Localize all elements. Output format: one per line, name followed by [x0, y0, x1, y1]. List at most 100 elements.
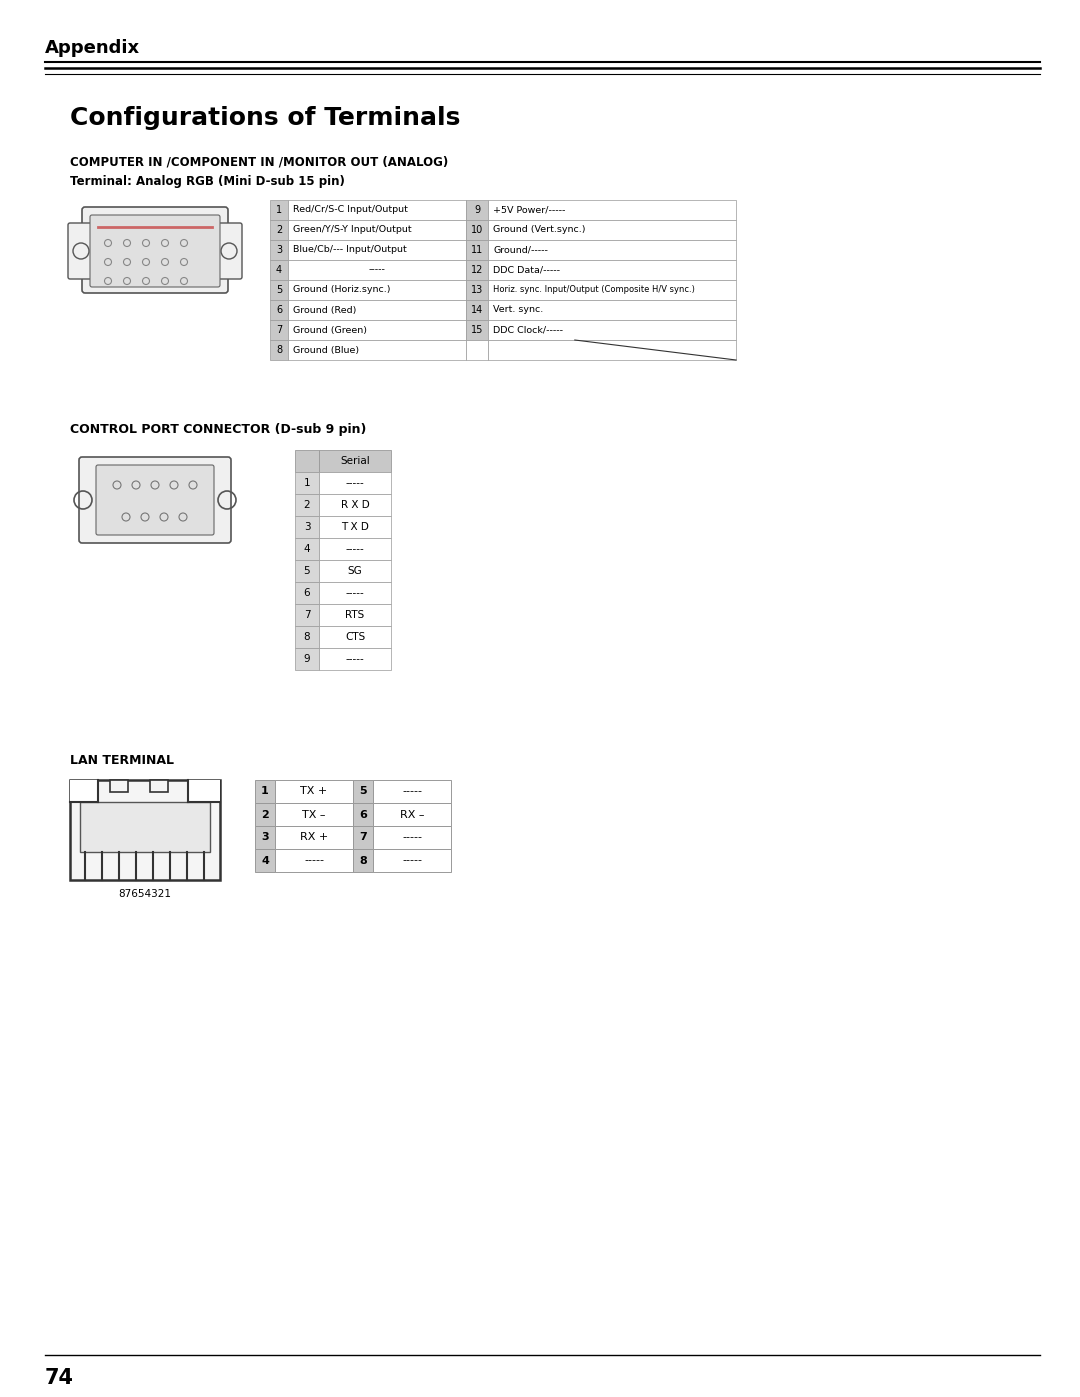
Bar [295, 495, 319, 515]
Text: 11: 11 [471, 244, 483, 256]
Bar [465, 240, 488, 260]
Text: 13: 13 [471, 285, 483, 295]
Text: 8: 8 [303, 631, 310, 643]
Text: 3: 3 [303, 522, 310, 532]
Bar [319, 583, 391, 604]
Text: COMPUTER IN /COMPONENT IN /MONITOR OUT (ANALOG): COMPUTER IN /COMPONENT IN /MONITOR OUT (… [70, 155, 448, 169]
Bar [319, 450, 391, 472]
Bar [488, 300, 735, 320]
Text: 1: 1 [261, 787, 269, 796]
Text: 10: 10 [471, 225, 483, 235]
Text: Horiz. sync. Input/Output (Composite H/V sync.): Horiz. sync. Input/Output (Composite H/V… [492, 285, 694, 295]
Bar [465, 260, 488, 279]
Bar [353, 849, 373, 872]
Bar [275, 826, 353, 849]
Text: DDC Clock/-----: DDC Clock/----- [492, 326, 563, 334]
FancyBboxPatch shape [90, 215, 220, 286]
Bar [319, 626, 391, 648]
Bar [465, 320, 488, 339]
Bar [270, 260, 288, 279]
Text: Ground/-----: Ground/----- [492, 246, 548, 254]
Bar [255, 826, 275, 849]
Bar [270, 219, 288, 240]
Text: -----: ----- [402, 833, 422, 842]
Bar [295, 472, 319, 495]
Text: RX +: RX + [300, 833, 328, 842]
Bar [188, 780, 220, 802]
Bar [270, 200, 288, 219]
Bar [295, 450, 319, 472]
Text: SG: SG [348, 566, 363, 576]
Text: 12: 12 [471, 265, 483, 275]
Text: 6: 6 [303, 588, 310, 598]
Bar [288, 260, 465, 279]
Text: 6: 6 [359, 809, 367, 820]
Text: -----: ----- [402, 787, 422, 796]
Bar [288, 339, 465, 360]
Bar [70, 780, 220, 880]
Bar [488, 279, 735, 300]
Text: +5V Power/-----: +5V Power/----- [492, 205, 565, 215]
Text: 8: 8 [275, 345, 282, 355]
Text: Blue/Cb/--- Input/Output: Blue/Cb/--- Input/Output [293, 246, 407, 254]
Text: CTS: CTS [345, 631, 365, 643]
Bar [255, 803, 275, 826]
Text: Serial: Serial [340, 455, 369, 467]
Bar [465, 200, 488, 219]
Bar [488, 219, 735, 240]
Text: -----: ----- [402, 855, 422, 866]
Text: 5: 5 [360, 787, 367, 796]
Text: 2: 2 [261, 809, 269, 820]
Bar [353, 780, 373, 803]
Bar [295, 515, 319, 538]
Bar [319, 538, 391, 560]
Bar [373, 780, 451, 803]
Bar [295, 538, 319, 560]
Bar [488, 339, 735, 360]
Text: Configurations of Terminals: Configurations of Terminals [70, 106, 460, 130]
Bar [288, 219, 465, 240]
Text: 5: 5 [303, 566, 310, 576]
Text: 3: 3 [275, 244, 282, 256]
Text: Ground (Blue): Ground (Blue) [293, 345, 360, 355]
FancyBboxPatch shape [79, 457, 231, 543]
Text: 4: 4 [303, 543, 310, 555]
Text: -----: ----- [346, 543, 364, 555]
Text: Red/Cr/S-C Input/Output: Red/Cr/S-C Input/Output [293, 205, 408, 215]
Bar [270, 339, 288, 360]
Text: Appendix: Appendix [45, 39, 140, 57]
Text: CONTROL PORT CONNECTOR (D-sub 9 pin): CONTROL PORT CONNECTOR (D-sub 9 pin) [70, 423, 366, 436]
Text: 4: 4 [261, 855, 269, 866]
Text: Vert. sync.: Vert. sync. [492, 306, 543, 314]
Bar [319, 604, 391, 626]
Text: R X D: R X D [340, 500, 369, 510]
Text: 8: 8 [360, 855, 367, 866]
Bar [353, 826, 373, 849]
Text: 7: 7 [303, 610, 310, 620]
Bar [488, 320, 735, 339]
Bar [80, 802, 210, 852]
Text: Green/Y/S-Y Input/Output: Green/Y/S-Y Input/Output [293, 225, 411, 235]
Text: -----: ----- [346, 478, 364, 488]
Bar [288, 279, 465, 300]
Bar [288, 300, 465, 320]
Bar [295, 560, 319, 583]
Bar [465, 219, 488, 240]
Bar [295, 626, 319, 648]
Text: 9: 9 [303, 654, 310, 664]
Text: 1: 1 [303, 478, 310, 488]
Bar [353, 803, 373, 826]
Bar [465, 279, 488, 300]
Bar [295, 604, 319, 626]
Text: -----: ----- [303, 855, 324, 866]
Bar [488, 200, 735, 219]
Bar [319, 472, 391, 495]
Text: 4: 4 [275, 265, 282, 275]
Bar [255, 849, 275, 872]
Bar [150, 780, 168, 792]
Text: 14: 14 [471, 305, 483, 314]
Bar [288, 240, 465, 260]
Text: 1: 1 [275, 205, 282, 215]
Text: 2: 2 [303, 500, 310, 510]
Text: LAN TERMINAL: LAN TERMINAL [70, 753, 174, 767]
